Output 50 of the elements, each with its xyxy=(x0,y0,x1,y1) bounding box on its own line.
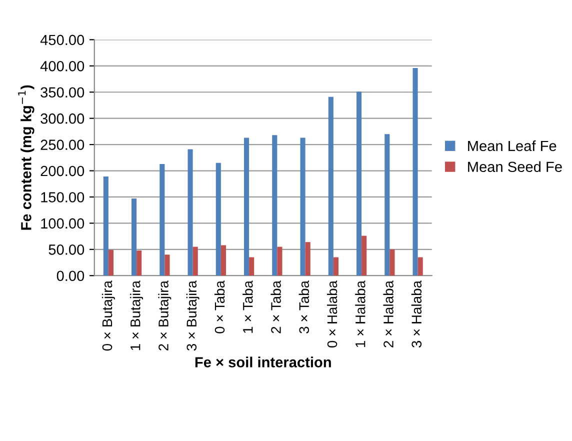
x-tick-label: 2 × Butajira xyxy=(158,280,172,350)
bar xyxy=(390,249,395,276)
bar xyxy=(136,250,142,276)
x-tick-label: 3 × Halaba xyxy=(411,280,422,348)
bar xyxy=(103,176,108,276)
bar xyxy=(188,149,193,276)
y-tick-label: 400.00 xyxy=(40,61,84,72)
bar xyxy=(132,198,137,276)
bar xyxy=(300,138,306,276)
bar xyxy=(216,162,221,276)
bar xyxy=(277,246,282,276)
x-tick-label: 0 × Halaba xyxy=(326,280,338,348)
bar xyxy=(333,257,338,276)
y-tick-label: 100.00 xyxy=(41,218,84,229)
legend-label: Mean Leaf Fe xyxy=(468,140,556,152)
x-axis-title: Fe × soil interaction xyxy=(195,356,331,368)
x-tick-label: 1 × Taba xyxy=(242,280,253,333)
bar xyxy=(418,257,423,276)
x-tick-label: 1 × Halaba xyxy=(355,280,366,347)
x-tick-label: 0 × Butajira xyxy=(102,280,115,351)
bar xyxy=(328,96,334,276)
legend-label: Mean Seed Fe xyxy=(468,161,562,172)
bar xyxy=(220,245,226,276)
y-tick-label: 350.00 xyxy=(40,87,84,98)
bar xyxy=(108,250,114,276)
bar xyxy=(160,164,165,276)
bar xyxy=(356,92,362,276)
y-tick-label: 300.00 xyxy=(40,113,84,124)
y-tick-label: 150.00 xyxy=(41,192,84,202)
bar xyxy=(249,257,254,276)
y-tick-label: 50.00 xyxy=(48,244,84,255)
bar xyxy=(305,242,310,276)
x-tick-label: 2 × Halaba xyxy=(383,280,394,348)
y-tick-label: 200.00 xyxy=(40,166,84,176)
y-tick-label: 250.00 xyxy=(40,140,84,150)
bar xyxy=(192,246,198,276)
bar xyxy=(412,68,418,276)
x-tick-label: 2 × Taba xyxy=(270,280,281,334)
bar xyxy=(164,254,170,276)
bar xyxy=(244,138,250,276)
bar xyxy=(272,135,278,276)
bar xyxy=(384,134,390,276)
x-tick-label: 1 × Butajira xyxy=(130,280,144,350)
y-tick-label: 0.00 xyxy=(56,270,84,282)
x-tick-label: 0 × Taba xyxy=(214,280,225,334)
x-tick-label: 3 × Taba xyxy=(298,280,310,334)
y-tick-label: 450.00 xyxy=(40,34,84,46)
bar xyxy=(362,236,367,276)
y-axis-title: Fe content (mg kg$^{−1}$) xyxy=(18,85,34,230)
x-tick-label: 3 × Butajira xyxy=(186,280,200,351)
